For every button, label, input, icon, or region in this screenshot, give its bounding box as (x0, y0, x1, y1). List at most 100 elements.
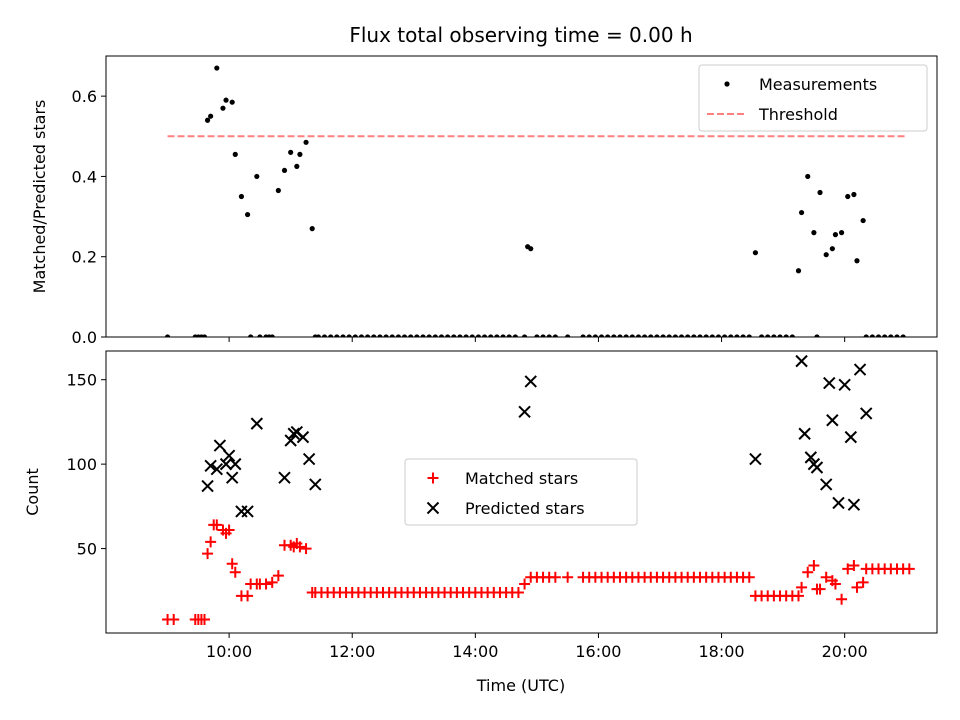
measurements-point (552, 334, 558, 337)
matched-stars-point (266, 576, 278, 588)
legend-box (698, 64, 928, 132)
matched-stars-point (226, 558, 238, 570)
legend-label: Matched stars (465, 469, 578, 488)
measurements-point (586, 334, 592, 337)
measurements-point (389, 334, 395, 337)
predicted-stars-point (823, 376, 836, 390)
measurements-point (534, 334, 540, 337)
y-tick-label: 0.0 (72, 328, 97, 347)
measurements-point (238, 193, 245, 200)
matched-stars-point (272, 570, 284, 582)
measurements-point (832, 232, 839, 238)
axes-frame (105, 55, 938, 338)
measurements-point (623, 334, 629, 337)
predicted-stars-point (222, 449, 236, 462)
matched-stars-point (743, 571, 755, 583)
measurements-point (288, 149, 294, 155)
measurements-point (798, 209, 805, 216)
measurements-point (334, 334, 340, 337)
predicted-stars-point (804, 451, 818, 464)
predicted-stars-point (284, 434, 297, 447)
matched-stars-point (519, 578, 531, 590)
measurements-point (315, 334, 321, 337)
measurements-point (697, 334, 703, 337)
measurements-point (765, 334, 771, 337)
measurements-point (475, 334, 482, 337)
matched-stars-point (857, 576, 869, 588)
measurements-point (232, 151, 238, 157)
measurements-point (371, 334, 377, 337)
matched-stars-point (848, 559, 860, 571)
legend-label: Predicted stars (465, 499, 585, 518)
measurements-point (648, 334, 654, 337)
y-axis-label: Matched/Predicted stars (30, 100, 49, 294)
x-tick-label: 12:00 (329, 642, 375, 661)
matched-stars-point (562, 571, 574, 583)
matched-stars-point (229, 566, 241, 578)
measurements-point (494, 334, 500, 337)
measurements-point (654, 334, 660, 337)
measurements-point (546, 334, 552, 337)
measurements-point (851, 191, 857, 198)
matched-stars-point (223, 524, 235, 536)
x-tick-label: 14:00 (452, 642, 498, 661)
measurements-point (506, 334, 512, 337)
measurements-point (611, 334, 617, 337)
measurements-point (882, 334, 888, 337)
measurements-point (309, 226, 315, 232)
measurements-point (488, 334, 494, 337)
measurements-point (164, 334, 171, 337)
measurements-point (401, 334, 408, 337)
legend-box (404, 458, 638, 526)
chart-title: Flux total observing time = 0.00 h (349, 23, 692, 47)
predicted-stars-point (278, 471, 291, 484)
matched-stars-point (198, 613, 210, 625)
predicted-stars-point (201, 479, 214, 493)
measurements-point (208, 113, 214, 119)
legend-label: Measurements (759, 75, 877, 94)
measurements-point (894, 334, 900, 337)
measurements-point (691, 334, 697, 337)
measurements-point (281, 167, 288, 174)
measurements-point (512, 334, 518, 337)
measurements-point (303, 139, 309, 145)
measurements-point (451, 334, 457, 337)
plot-area (164, 65, 907, 337)
predicted-stars-point (518, 405, 531, 418)
measurements-point (220, 105, 226, 111)
matched-stars-point (549, 571, 561, 583)
y-axis-label: Count (23, 468, 42, 516)
bottom-panel: 10:00 12:00 14:00 16:00 18:00 20:00 50 100 150 Co… (23, 350, 938, 661)
measurements-point (660, 334, 666, 337)
measurements-point (829, 246, 835, 252)
measurements-point (248, 334, 254, 337)
matched-stars-point (260, 578, 272, 590)
measurements-point (777, 334, 783, 337)
predicted-stars-point (844, 430, 858, 444)
measurements-point (666, 334, 672, 337)
measurements-point (811, 230, 817, 236)
measurements-point (352, 334, 358, 337)
measurements-point (229, 99, 235, 105)
measurements-point (598, 334, 605, 337)
measurements-point (445, 334, 451, 337)
measurements-point (845, 193, 851, 200)
measurements-point (214, 65, 220, 71)
measurements-point (383, 334, 389, 337)
predicted-stars-point (250, 417, 264, 430)
measurements-point (438, 334, 445, 337)
measurements-point (728, 334, 734, 337)
measurements-point (432, 334, 438, 337)
measurements-point (642, 334, 648, 337)
measurements-point (758, 334, 765, 337)
legend-marker (724, 81, 730, 87)
measurements-point (457, 334, 463, 337)
matched-stars-point (512, 586, 524, 598)
measurements-point (420, 334, 426, 337)
measurements-point (565, 334, 571, 337)
measurements-point (275, 187, 281, 194)
matched-stars-point (205, 536, 217, 548)
measurements-point (635, 334, 642, 337)
measurements-point (823, 252, 829, 258)
